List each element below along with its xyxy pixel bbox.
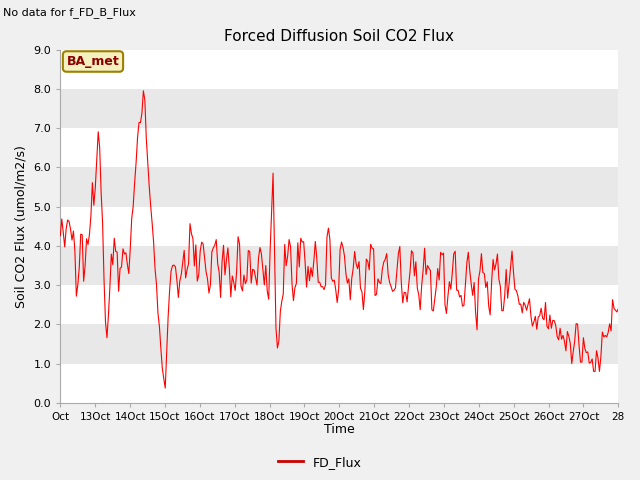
Bar bbox=[60, 246, 618, 285]
Legend: FD_Flux: FD_Flux bbox=[273, 451, 367, 474]
Bar bbox=[60, 89, 618, 128]
Title: Forced Diffusion Soil CO2 Flux: Forced Diffusion Soil CO2 Flux bbox=[225, 29, 454, 44]
Bar bbox=[60, 285, 618, 324]
Bar bbox=[60, 168, 618, 207]
Text: No data for f_FD_B_Flux: No data for f_FD_B_Flux bbox=[3, 7, 136, 18]
Bar bbox=[60, 324, 618, 363]
Y-axis label: Soil CO2 Flux (umol/m2/s): Soil CO2 Flux (umol/m2/s) bbox=[15, 145, 28, 308]
Bar bbox=[60, 50, 618, 89]
Bar bbox=[60, 207, 618, 246]
X-axis label: Time: Time bbox=[324, 423, 355, 436]
Bar bbox=[60, 128, 618, 168]
Bar bbox=[60, 363, 618, 403]
Text: BA_met: BA_met bbox=[67, 55, 120, 68]
